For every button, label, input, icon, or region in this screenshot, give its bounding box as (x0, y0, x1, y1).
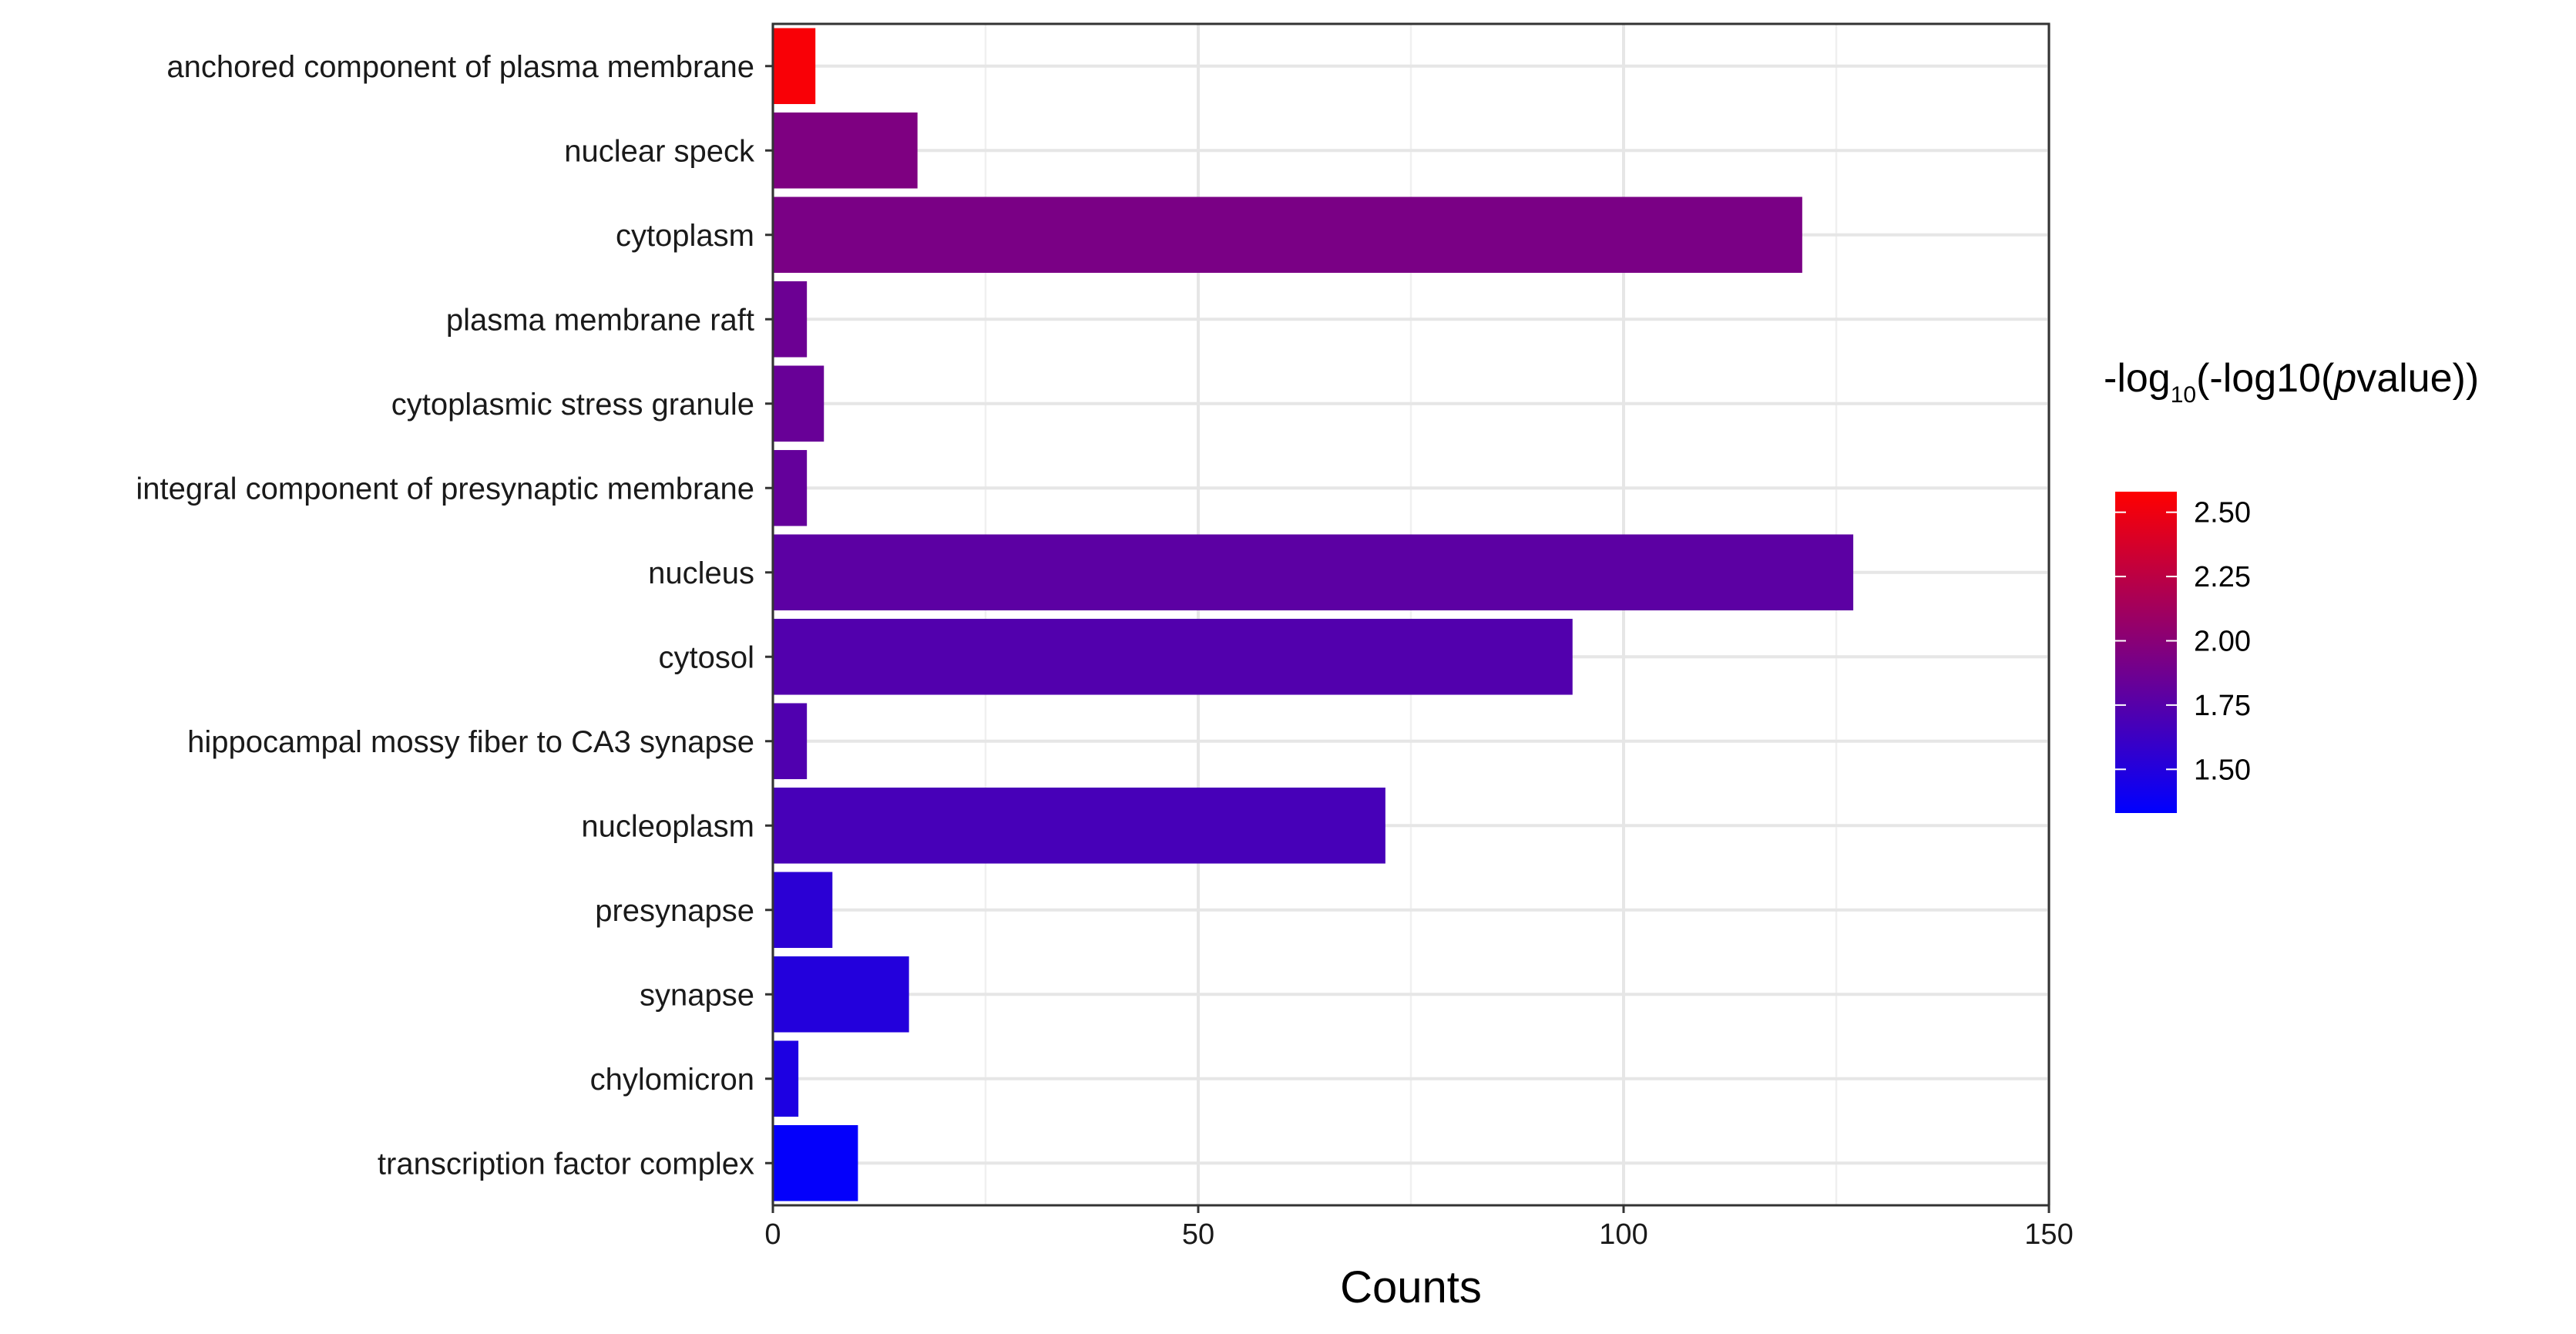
bar (773, 449, 808, 526)
y-tick-label: synapse (640, 978, 754, 1012)
bar (773, 534, 1854, 611)
x-tick-label: 100 (1599, 1218, 1647, 1251)
bar (773, 956, 909, 1033)
bar (773, 1040, 799, 1117)
legend-title-prefix: -log (2104, 356, 2171, 401)
y-tick-label: transcription factor complex (378, 1147, 754, 1181)
x-tick-label: 50 (1182, 1218, 1214, 1251)
y-tick-label: integral component of presynaptic membra… (136, 472, 754, 506)
y-tick-label: cytoplasmic stress granule (391, 388, 754, 422)
bar (773, 112, 918, 189)
y-tick-label: nucleus (648, 556, 754, 590)
legend-tick-label: 2.00 (2194, 625, 2251, 657)
y-tick-label: presynapse (595, 894, 754, 928)
bar (773, 618, 1573, 695)
color-legend: -log10(-log10(pvalue)) 2.50 2.25 2.00 1.75 1… (2104, 356, 2479, 813)
x-axis: 0 50 100 150 (764, 1205, 2074, 1251)
legend-title-italic: p (2333, 356, 2356, 401)
plot-panel-border (771, 22, 2050, 1207)
legend-tick-label: 1.50 (2194, 754, 2251, 786)
legend-title: -log10(-log10(pvalue)) (2104, 356, 2479, 408)
legend-tick-label: 2.25 (2194, 561, 2251, 593)
x-tick-label: 150 (2024, 1218, 2073, 1251)
y-axis: anchored component of plasma membrane nuc… (136, 50, 773, 1181)
bar (773, 281, 808, 358)
legend-title-subscript: 10 (2171, 382, 2196, 408)
legend-tick-label: 2.50 (2194, 497, 2251, 529)
y-tick-label: chylomicron (590, 1063, 754, 1097)
x-axis-title: Counts (1340, 1262, 1482, 1312)
y-tick-label: nuclear speck (564, 134, 755, 168)
y-tick-label: cytosol (659, 640, 755, 674)
bar (773, 365, 825, 442)
legend-colorbar (2115, 492, 2177, 813)
y-tick-label: anchored component of plasma membrane (166, 50, 754, 84)
legend-ticks: 2.50 2.25 2.00 1.75 1.50 (2115, 497, 2251, 786)
bar (773, 197, 1802, 274)
legend-title-mid: (-log10( (2196, 356, 2335, 401)
bar (773, 872, 833, 949)
bars (773, 28, 1854, 1201)
y-tick-label: hippocampal mossy fiber to CA3 synapse (187, 725, 754, 759)
bar (773, 703, 808, 780)
x-tick-label: 0 (764, 1218, 781, 1251)
y-tick-label: plasma membrane raft (446, 303, 754, 337)
bar (773, 1124, 858, 1201)
legend-title-suffix: value)) (2356, 356, 2479, 401)
bar (773, 28, 816, 105)
y-tick-label: nucleoplasm (581, 809, 754, 843)
y-tick-label: cytoplasm (616, 219, 754, 253)
bar (773, 787, 1385, 864)
legend-tick-label: 1.75 (2194, 690, 2251, 722)
